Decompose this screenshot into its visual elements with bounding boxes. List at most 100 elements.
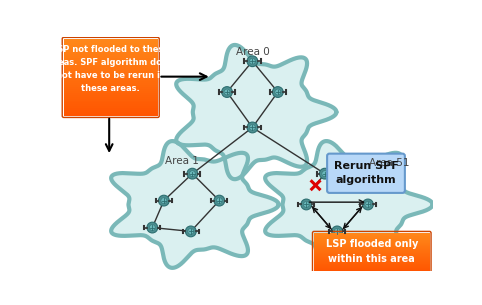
Bar xyxy=(314,259,429,260)
Bar xyxy=(314,246,429,247)
Bar xyxy=(64,91,158,93)
Bar xyxy=(314,270,429,271)
Bar xyxy=(314,258,429,259)
Ellipse shape xyxy=(221,91,233,95)
Circle shape xyxy=(187,168,198,179)
Bar xyxy=(64,48,158,50)
Bar xyxy=(314,252,429,253)
Circle shape xyxy=(147,222,158,233)
FancyBboxPatch shape xyxy=(327,154,405,193)
Bar xyxy=(314,233,429,234)
Bar xyxy=(314,253,429,254)
Bar xyxy=(64,56,158,58)
Ellipse shape xyxy=(331,230,343,234)
Circle shape xyxy=(332,226,343,237)
Polygon shape xyxy=(176,45,336,179)
Bar xyxy=(314,269,429,270)
Bar xyxy=(64,77,158,79)
Circle shape xyxy=(320,168,330,179)
Circle shape xyxy=(224,89,230,95)
Ellipse shape xyxy=(187,173,198,176)
Bar xyxy=(314,234,429,235)
Bar xyxy=(64,81,158,83)
Text: Area 1: Area 1 xyxy=(165,156,199,166)
Polygon shape xyxy=(111,141,279,268)
Bar xyxy=(64,75,158,77)
Ellipse shape xyxy=(246,126,258,130)
Bar xyxy=(64,114,158,116)
Circle shape xyxy=(222,87,232,97)
Bar xyxy=(64,50,158,52)
Circle shape xyxy=(161,198,167,203)
Circle shape xyxy=(189,171,195,177)
Ellipse shape xyxy=(272,91,284,95)
Bar xyxy=(64,43,158,45)
Bar xyxy=(314,255,429,256)
Bar xyxy=(64,93,158,95)
Ellipse shape xyxy=(319,173,331,176)
Bar xyxy=(314,242,429,243)
Bar xyxy=(64,83,158,85)
Bar xyxy=(314,263,429,264)
Circle shape xyxy=(186,226,196,237)
Text: Rerun SPF
algorithm: Rerun SPF algorithm xyxy=(334,161,398,185)
Bar xyxy=(64,66,158,68)
Bar xyxy=(64,70,158,72)
Bar xyxy=(314,236,429,237)
Circle shape xyxy=(250,124,255,131)
Circle shape xyxy=(250,58,255,64)
Bar xyxy=(64,60,158,62)
Circle shape xyxy=(247,122,258,133)
Text: LSP not flooded to these
areas. SPF algorithm does
not have to be rerun in
these: LSP not flooded to these areas. SPF algo… xyxy=(49,45,173,93)
Circle shape xyxy=(216,198,222,203)
Bar xyxy=(314,265,429,266)
Bar xyxy=(64,101,158,102)
Text: Area 0: Area 0 xyxy=(236,47,269,57)
Bar xyxy=(314,237,429,238)
Bar xyxy=(64,85,158,87)
Bar xyxy=(64,74,158,75)
Bar xyxy=(64,104,158,106)
Bar xyxy=(314,249,429,250)
Bar xyxy=(64,108,158,110)
Circle shape xyxy=(362,199,373,210)
Bar xyxy=(314,262,429,263)
Bar xyxy=(314,260,429,261)
Bar xyxy=(64,58,158,60)
Bar xyxy=(64,97,158,99)
Circle shape xyxy=(334,228,340,234)
Polygon shape xyxy=(265,141,433,268)
Bar xyxy=(314,256,429,257)
Circle shape xyxy=(214,195,225,206)
Bar xyxy=(64,87,158,89)
Circle shape xyxy=(159,195,169,206)
Bar xyxy=(64,62,158,64)
Bar xyxy=(64,110,158,112)
Circle shape xyxy=(275,89,281,95)
Bar xyxy=(314,264,429,265)
Circle shape xyxy=(365,202,371,207)
Bar xyxy=(64,68,158,70)
Circle shape xyxy=(149,224,155,231)
Bar xyxy=(314,251,429,252)
Text: Area 51: Area 51 xyxy=(370,158,410,168)
Bar xyxy=(314,247,429,248)
Bar xyxy=(64,99,158,101)
Circle shape xyxy=(188,228,194,234)
Bar xyxy=(64,95,158,97)
Ellipse shape xyxy=(147,227,158,230)
Bar xyxy=(64,102,158,104)
Bar xyxy=(314,257,429,258)
Bar xyxy=(314,267,429,269)
Bar xyxy=(64,112,158,114)
Bar xyxy=(314,248,429,249)
Bar xyxy=(314,239,429,240)
Circle shape xyxy=(322,171,328,177)
Bar xyxy=(314,240,429,241)
Ellipse shape xyxy=(185,230,197,234)
Bar xyxy=(64,52,158,54)
Bar xyxy=(314,245,429,246)
Ellipse shape xyxy=(246,60,258,64)
Bar xyxy=(314,238,429,239)
Bar xyxy=(314,254,429,255)
